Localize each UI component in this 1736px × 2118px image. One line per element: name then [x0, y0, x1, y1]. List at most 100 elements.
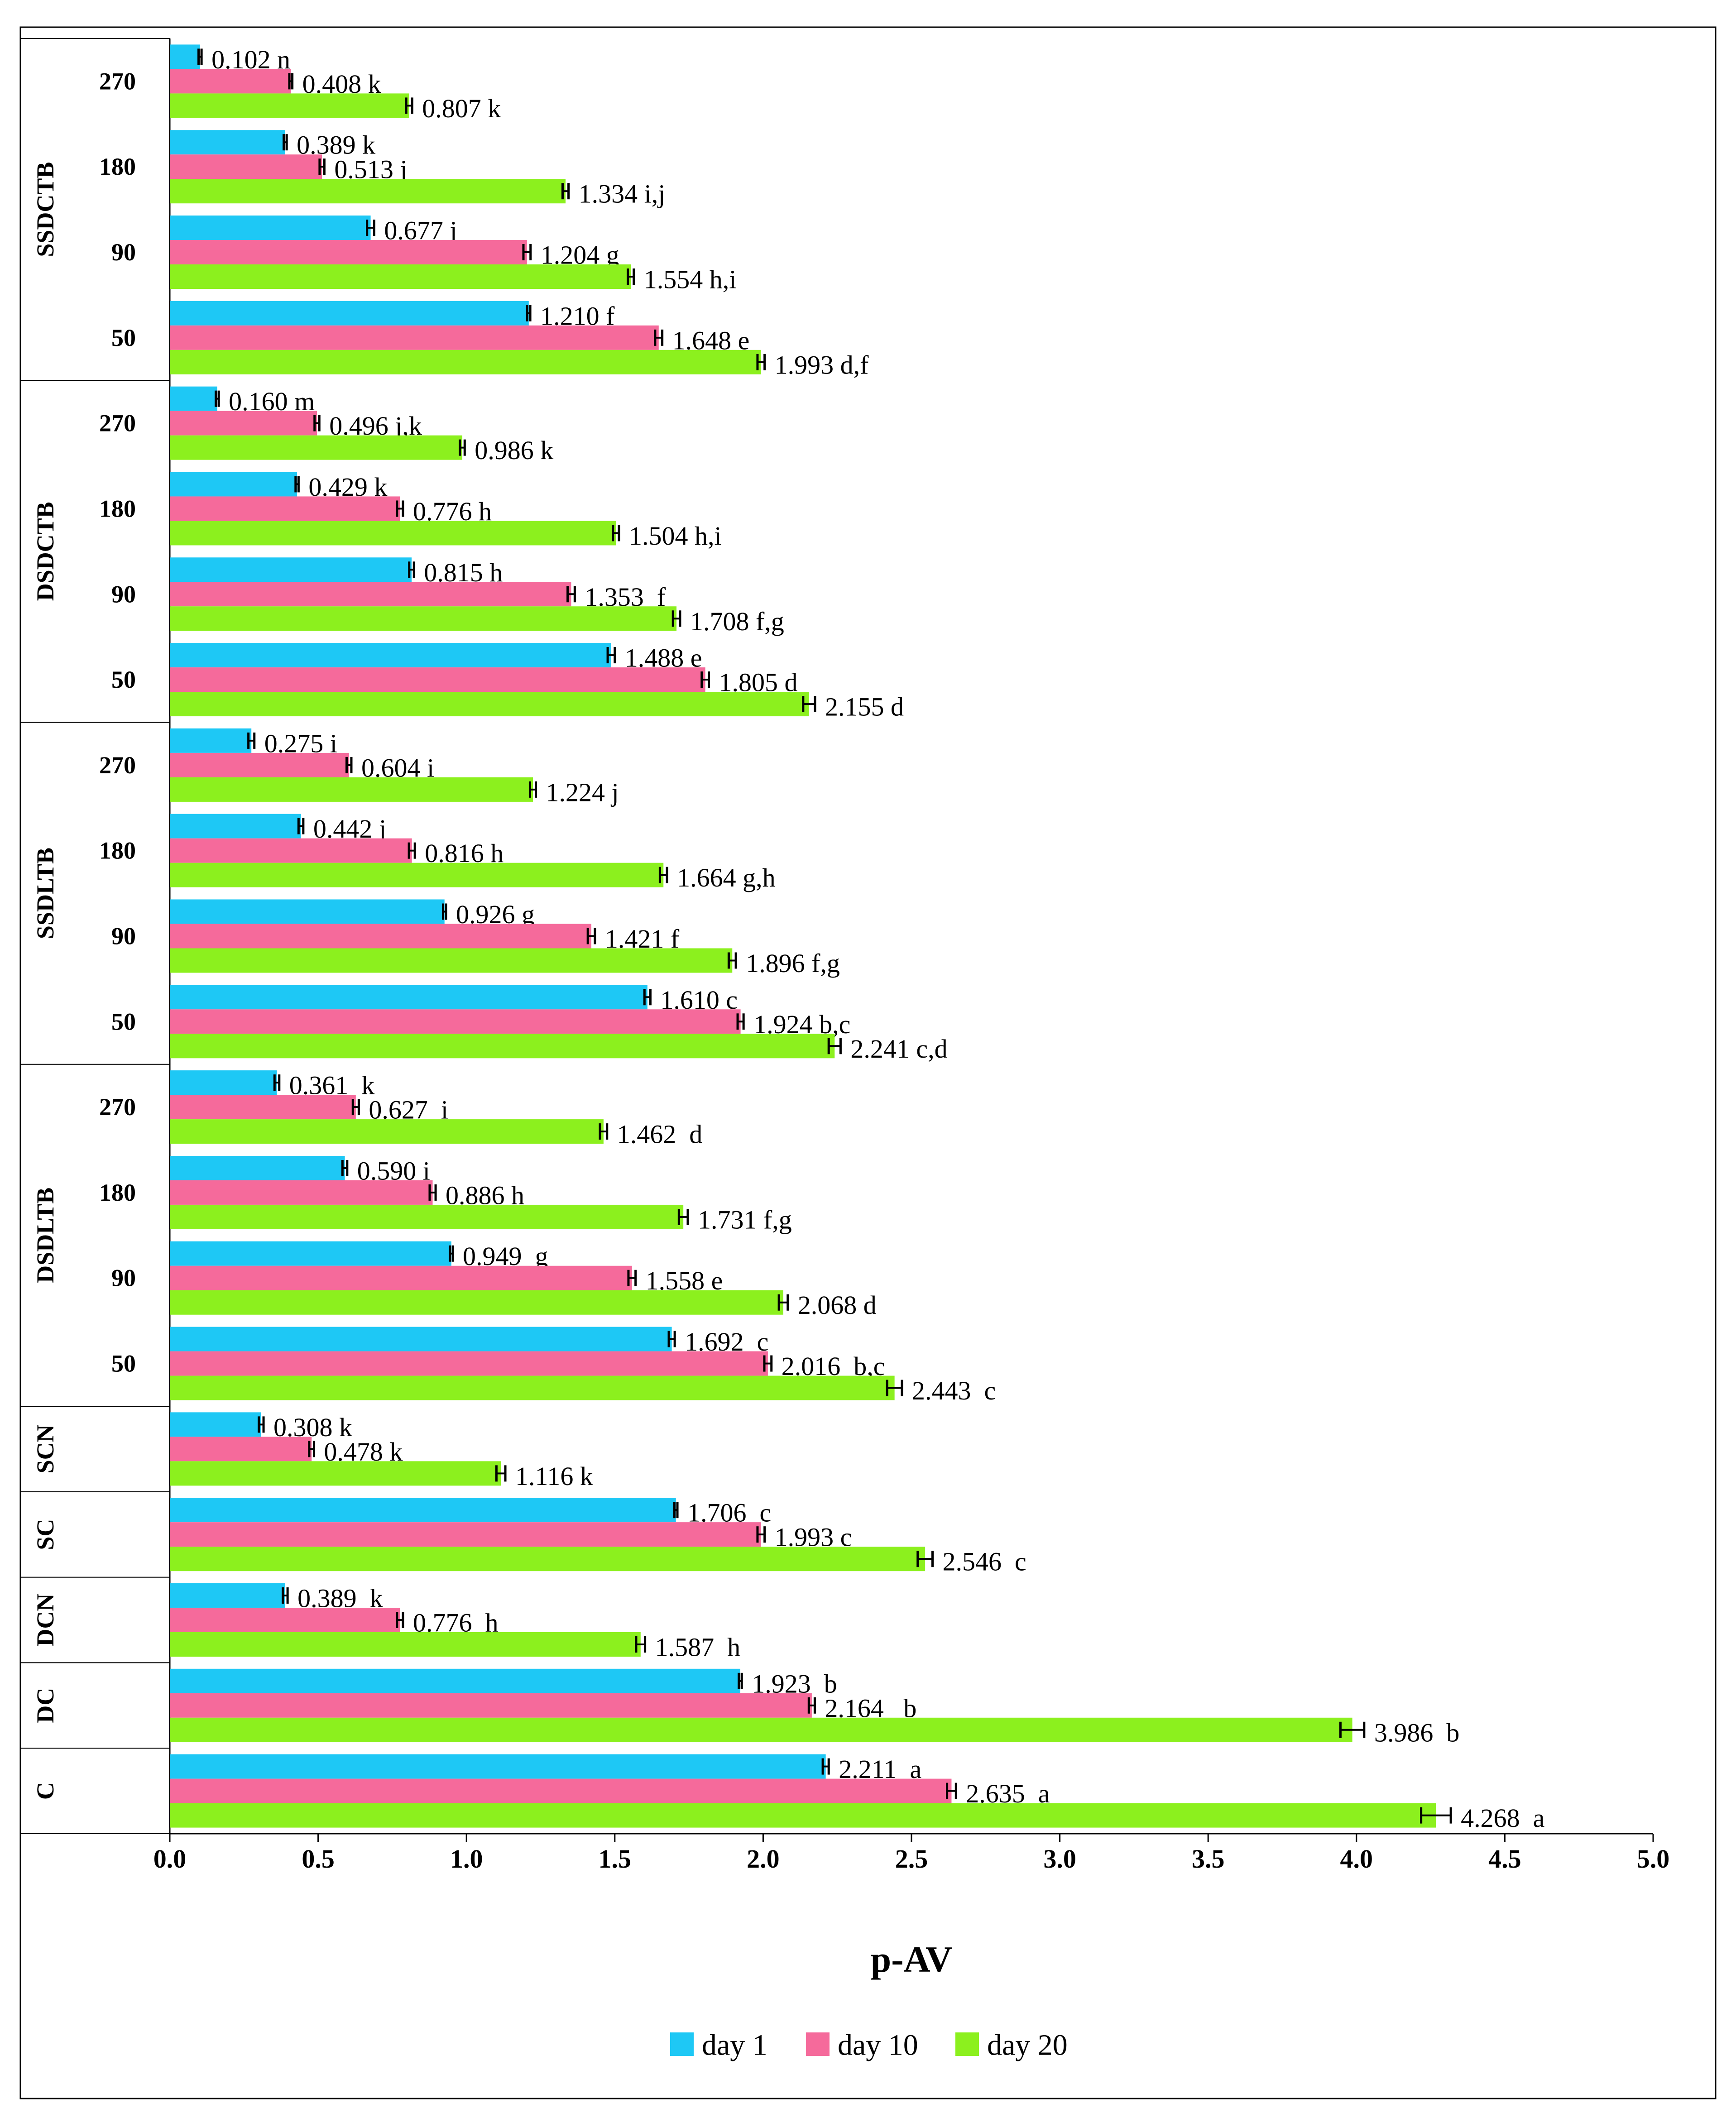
- bar-day-20: [170, 521, 616, 546]
- bar-day-1: [170, 1583, 285, 1608]
- bar-day-10: [170, 838, 412, 863]
- category-label: 50: [111, 1350, 136, 1377]
- bar-day-1: [170, 1498, 676, 1523]
- x-tick-label: 3.5: [1192, 1844, 1225, 1874]
- legend-label: day 10: [838, 2029, 918, 2062]
- category-label: 270: [99, 1093, 136, 1121]
- x-tick-label: 4.5: [1488, 1844, 1521, 1874]
- data-label: 2.443 c: [912, 1376, 996, 1405]
- data-label: 0.807 k: [422, 94, 501, 123]
- data-label: 0.986 k: [475, 436, 553, 465]
- data-label: 1.587 h: [655, 1632, 741, 1662]
- category-label: 180: [99, 153, 136, 180]
- bar-day-20: [170, 1204, 684, 1229]
- data-label: 1.664 g,h: [677, 863, 776, 892]
- group-label-ssdctb: SSDCTB: [32, 162, 59, 257]
- bar-day-1: [170, 899, 445, 924]
- bar-day-1: [170, 1668, 740, 1693]
- bar-day-20: [170, 1632, 641, 1657]
- data-label: 1.731 f,g: [698, 1205, 792, 1234]
- bar-day-20: [170, 948, 733, 973]
- bar-day-20: [170, 863, 664, 887]
- data-label: 2.155 d: [825, 692, 904, 722]
- bar-day-10: [170, 154, 322, 179]
- bar-day-20: [170, 179, 566, 204]
- bar-day-20: [170, 264, 631, 289]
- group-label-dcn: DCN: [32, 1593, 59, 1646]
- bar-day-10: [170, 1351, 768, 1376]
- x-tick-label: 5.0: [1637, 1844, 1670, 1874]
- bar-day-20: [170, 1375, 895, 1400]
- category-label: 270: [99, 410, 136, 437]
- bar-day-1: [170, 643, 611, 668]
- bar-day-20: [170, 435, 463, 460]
- x-tick-label: 0.0: [153, 1844, 187, 1874]
- category-label: 180: [99, 1179, 136, 1206]
- bar-day-1: [170, 1412, 261, 1437]
- data-label: 1.708 f,g: [690, 607, 784, 636]
- bar-day-1: [170, 1327, 672, 1351]
- x-tick-label: 0.5: [302, 1844, 335, 1874]
- bar-day-10: [170, 496, 400, 521]
- bar-day-10: [170, 1180, 433, 1205]
- bar-day-1: [170, 301, 529, 326]
- category-label: 90: [111, 923, 136, 950]
- x-tick-label: 1.5: [599, 1844, 632, 1874]
- data-label: 1.116 k: [515, 1462, 593, 1491]
- x-tick-label: 3.0: [1043, 1844, 1076, 1874]
- bar-day-20: [170, 93, 409, 118]
- category-label: 50: [111, 324, 136, 351]
- bar-day-1: [170, 985, 647, 1010]
- category-label: 50: [111, 666, 136, 693]
- legend-label: day 20: [987, 2029, 1068, 2062]
- bar-day-1: [170, 386, 217, 411]
- bar-day-20: [170, 1461, 501, 1486]
- category-label: 90: [111, 239, 136, 266]
- category-label: 180: [99, 837, 136, 864]
- bar-day-20: [170, 692, 809, 717]
- bar-day-10: [170, 1693, 812, 1718]
- group-label-dc: DC: [32, 1688, 59, 1723]
- group-label-dsdltb: DSDLTB: [32, 1188, 59, 1283]
- data-label: 4.268 a: [1461, 1803, 1544, 1833]
- data-label: 2.241 c,d: [850, 1034, 947, 1064]
- bar-day-1: [170, 44, 200, 69]
- bar-day-10: [170, 924, 592, 949]
- bar-day-1: [170, 728, 252, 753]
- legend-label: day 1: [702, 2029, 767, 2062]
- group-label-scn: SCN: [32, 1424, 59, 1473]
- category-label: 180: [99, 495, 136, 522]
- bar-day-10: [170, 1607, 400, 1632]
- bar-day-20: [170, 1290, 783, 1315]
- group-label-ssdltb: SSDLTB: [32, 848, 59, 939]
- bar-day-1: [170, 216, 371, 240]
- bar-day-10: [170, 1095, 356, 1120]
- data-label: 3.986 b: [1374, 1718, 1460, 1747]
- bar-day-1: [170, 1754, 826, 1779]
- data-label: 1.554 h,i: [644, 265, 737, 294]
- bar-day-10: [170, 69, 291, 94]
- data-label: 1.334 i,j: [579, 179, 666, 209]
- bar-day-10: [170, 1265, 632, 1290]
- group-label-c: C: [32, 1782, 59, 1800]
- group-label-sc: SC: [32, 1519, 59, 1550]
- x-axis-title: p-AV: [871, 1939, 953, 1980]
- group-label-dsdctb: DSDCTB: [32, 502, 59, 601]
- bar-day-10: [170, 240, 527, 265]
- legend-swatch-day-20: [955, 2032, 979, 2056]
- bar-day-10: [170, 1778, 952, 1803]
- data-label: 1.224 j: [546, 777, 619, 807]
- data-label: 1.896 f,g: [746, 949, 840, 978]
- bar-day-10: [170, 582, 571, 607]
- category-label: 270: [99, 752, 136, 779]
- bar-day-1: [170, 814, 301, 839]
- category-label: 270: [99, 67, 136, 95]
- x-tick-label: 4.0: [1340, 1844, 1373, 1874]
- bar-day-10: [170, 411, 317, 436]
- bar-day-20: [170, 1547, 926, 1572]
- bar-day-10: [170, 1437, 312, 1462]
- bar-day-20: [170, 1803, 1436, 1828]
- bar-day-10: [170, 752, 349, 777]
- bar-day-1: [170, 1241, 451, 1266]
